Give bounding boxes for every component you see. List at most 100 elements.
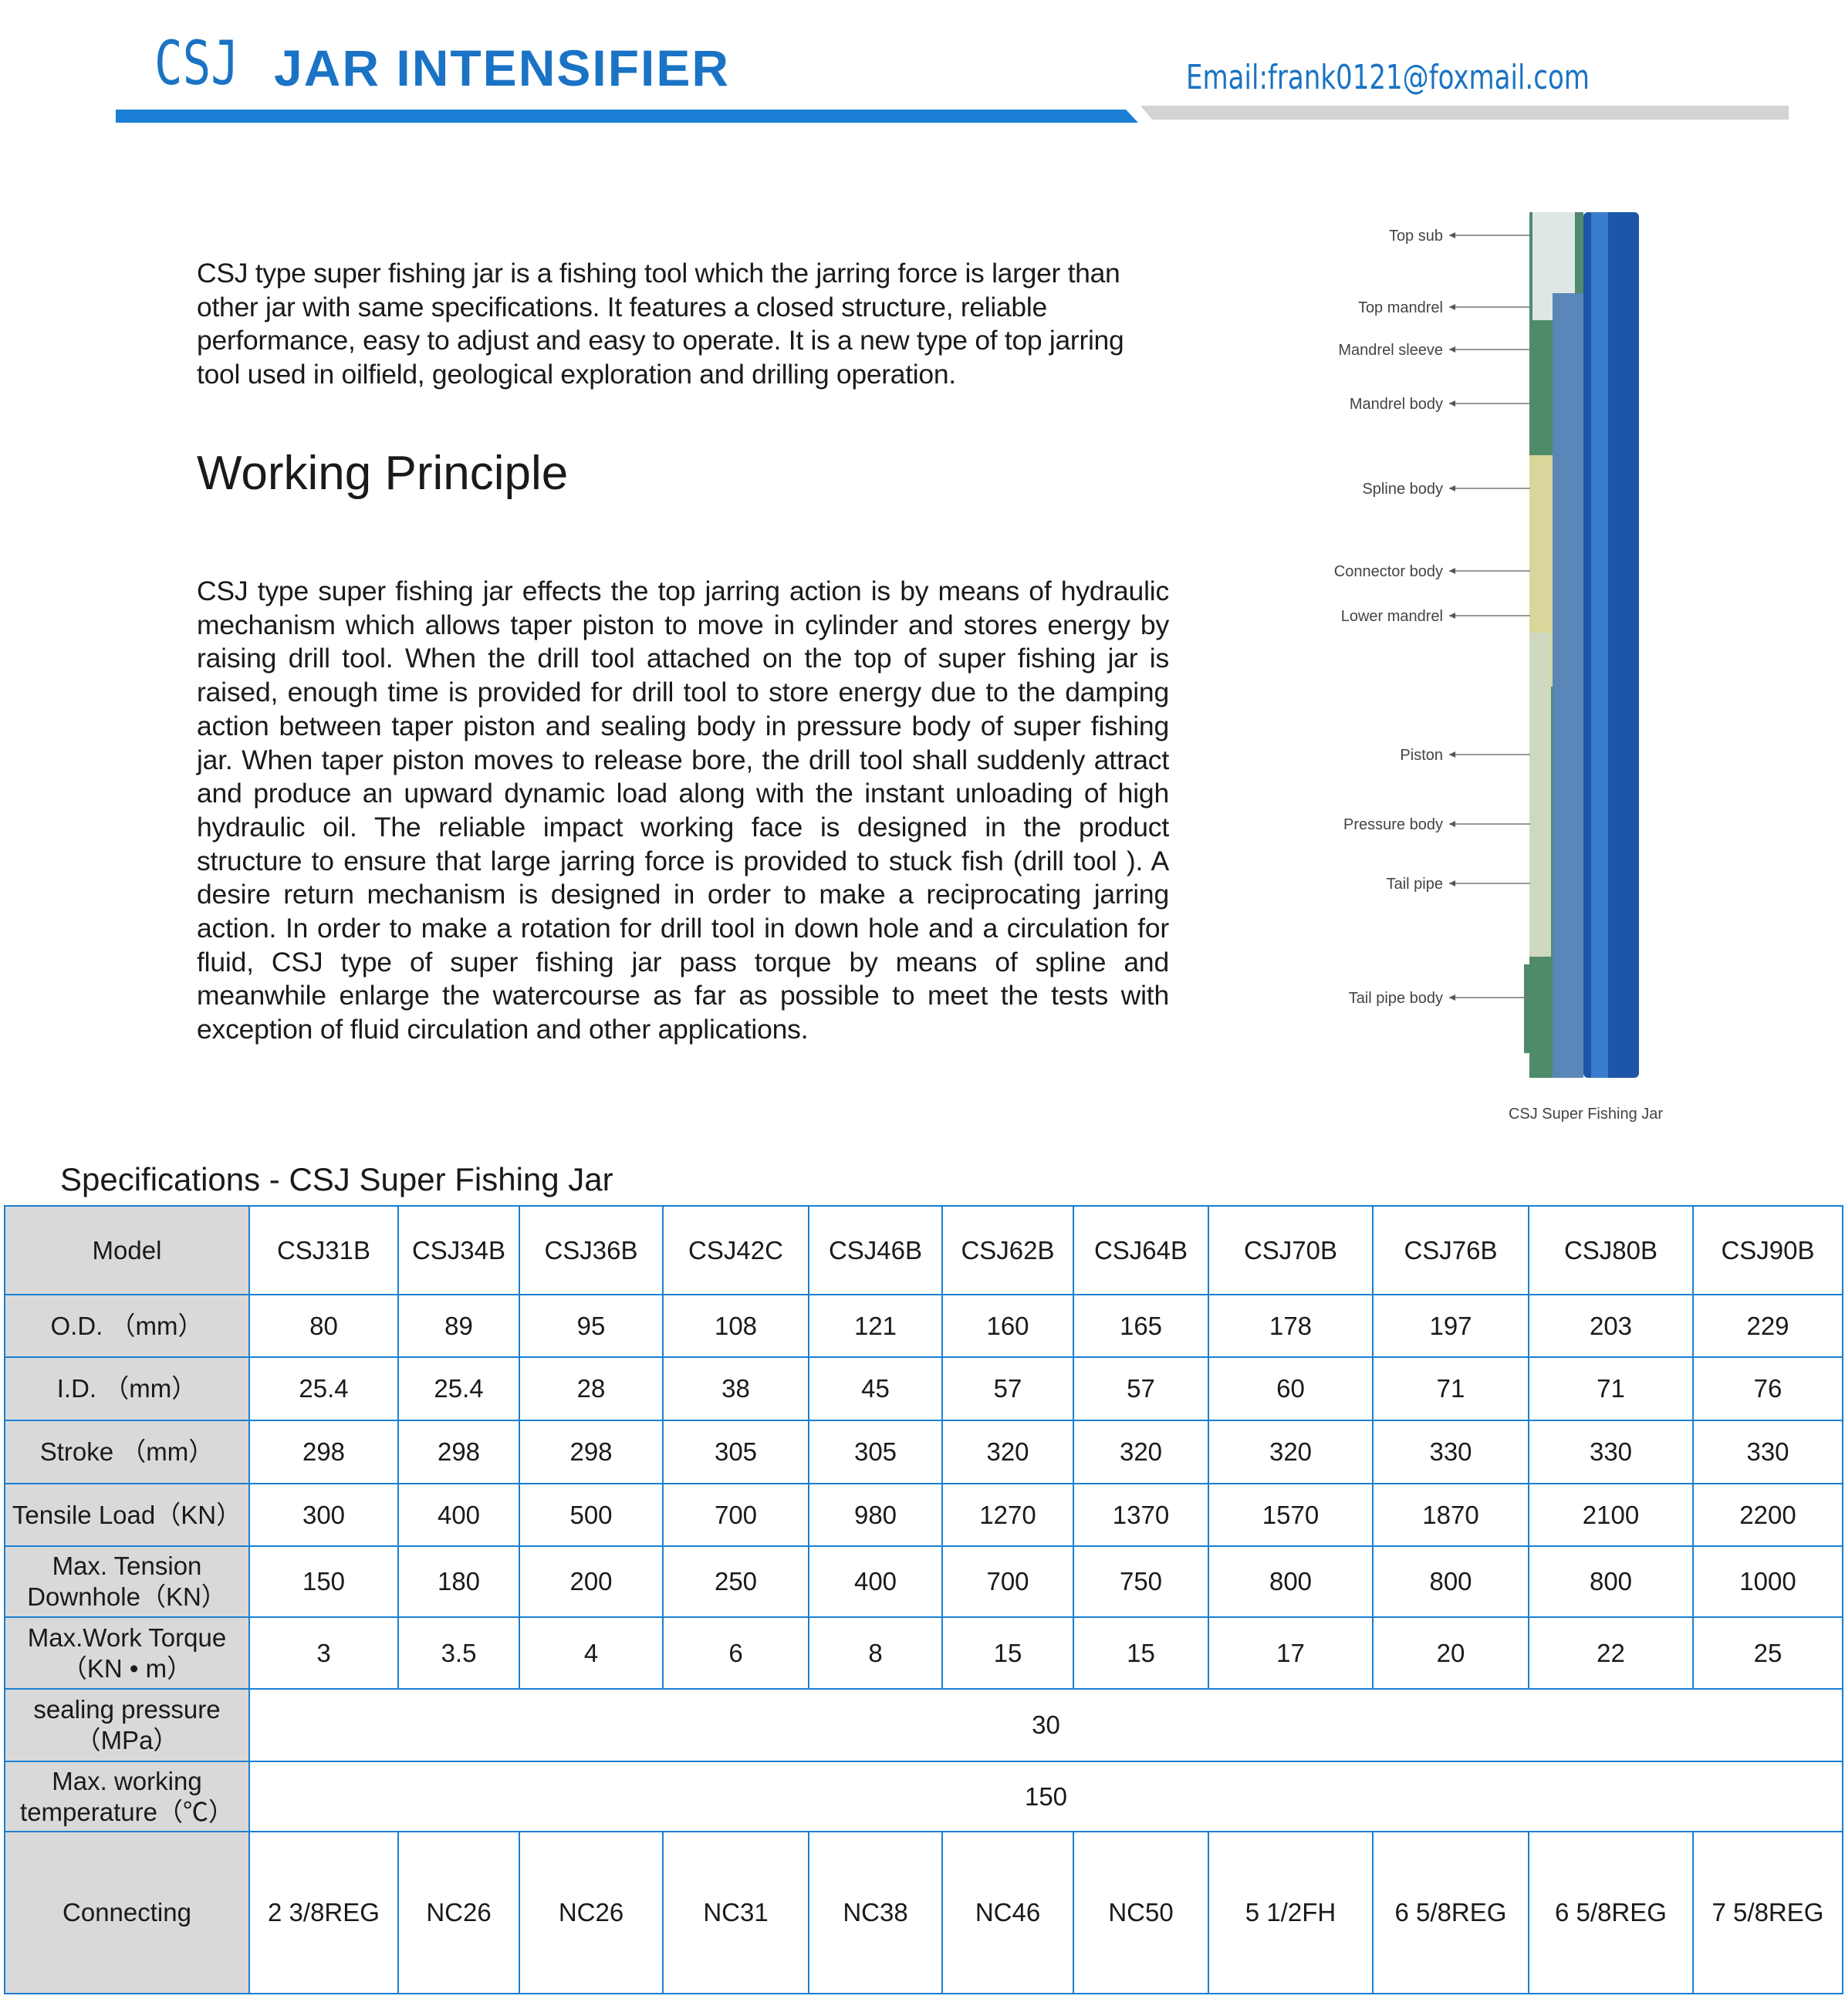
table-row: Max. working temperature（℃） 150	[4, 1761, 1843, 1832]
cell: 160	[941, 1294, 1074, 1358]
cell: 45	[808, 1356, 943, 1421]
header-bar	[116, 110, 1138, 123]
cell: CSJ42C	[662, 1205, 809, 1295]
cell: CSJ80B	[1528, 1205, 1694, 1295]
cell: 330	[1692, 1420, 1843, 1484]
cell: 28	[519, 1356, 664, 1421]
cell: 3.5	[397, 1616, 520, 1690]
arrow	[1449, 751, 1455, 758]
table-row: I.D. （mm） 25.4 25.4 28 38 45 57 57 60 71 71 76	[4, 1356, 1843, 1421]
table-row: Connecting 2 3/8REG NC26 NC26 NC31 NC38 NC46 NC…	[4, 1831, 1843, 1994]
cell: 17	[1208, 1616, 1374, 1690]
table-row: Max. Tension Downhole（KN） 150 180 200 250 400…	[4, 1545, 1843, 1618]
cell: 178	[1208, 1294, 1374, 1358]
part-label: Connector body	[1334, 563, 1443, 580]
cell: NC50	[1073, 1831, 1209, 1994]
email: Email:frank0121@foxmail.com	[1186, 58, 1590, 97]
cell: 150	[248, 1545, 399, 1618]
cell: 5 1/2FH	[1208, 1831, 1374, 1994]
cell: 180	[397, 1545, 520, 1618]
cell: 1000	[1692, 1545, 1843, 1618]
cell: CSJ90B	[1692, 1205, 1843, 1295]
cell: 298	[248, 1420, 399, 1484]
jar-diagram: Top sub Top mandrel Mandrel sleeve Mandrel …	[1334, 212, 1663, 1123]
header-bar	[1140, 106, 1789, 120]
part-label: Tail pipe body	[1349, 990, 1443, 1007]
arrow	[1449, 880, 1455, 886]
cell: 305	[808, 1420, 943, 1484]
principle-text: CSJ type super fishing jar effects the t…	[197, 576, 1169, 1045]
part-label: Tail pipe	[1387, 876, 1443, 893]
row-label: I.D. （mm）	[4, 1356, 250, 1421]
arrow	[1449, 304, 1455, 310]
cell: 80	[248, 1294, 399, 1358]
row-label: Connecting	[4, 1831, 250, 1994]
cell: 800	[1208, 1545, 1374, 1618]
arrow	[1449, 346, 1455, 353]
table-row: Max.Work Torque（KN • m） 3 3.5 4 6 8 15 15 17 20 22…	[4, 1616, 1843, 1690]
table-row: Model CSJ31B CSJ34B CSJ36B CSJ42C CSJ46B CSJ62…	[4, 1205, 1843, 1295]
part-label: Lower mandrel	[1341, 608, 1443, 625]
table-row: sealing pressure（MPa） 30	[4, 1688, 1843, 1762]
cell: 200	[519, 1545, 664, 1618]
row-label: Stroke （mm）	[4, 1420, 250, 1484]
caption: CSJ Super Fishing Jar	[1509, 1106, 1663, 1123]
cell: 121	[808, 1294, 943, 1358]
row-label: Model	[4, 1205, 250, 1295]
cell: 400	[397, 1483, 520, 1547]
cell: 57	[1073, 1356, 1209, 1421]
cell: 71	[1528, 1356, 1694, 1421]
cell: 6	[662, 1616, 809, 1690]
cell: CSJ62B	[941, 1205, 1074, 1295]
cell: 165	[1073, 1294, 1209, 1358]
mandrel	[1553, 293, 1583, 1078]
arrow	[1449, 568, 1455, 574]
cell: 60	[1208, 1356, 1374, 1421]
table-row: Tensile Load（KN） 300 400 500 700 980 1270 1370 1…	[4, 1483, 1843, 1547]
arrow	[1449, 485, 1455, 491]
row-label: Max.Work Torque（KN • m）	[4, 1616, 250, 1690]
cell: 150	[248, 1761, 1843, 1832]
cell: 298	[397, 1420, 520, 1484]
arrow	[1449, 232, 1455, 238]
part-label: Top sub	[1389, 228, 1443, 245]
cell: 4	[519, 1616, 664, 1690]
part-label: Top mandrel	[1358, 299, 1443, 316]
cell: 980	[808, 1483, 943, 1547]
cell: 6 5/8REG	[1372, 1831, 1529, 1994]
table-row: Stroke （mm） 298 298 298 305 305 320 320 320 330 33…	[4, 1420, 1843, 1484]
cell: NC26	[397, 1831, 520, 1994]
cell: 6 5/8REG	[1528, 1831, 1694, 1994]
cell: NC31	[662, 1831, 809, 1994]
intro-text: CSJ type super fishing jar is a fishing …	[197, 258, 1124, 390]
part-label: Pressure body	[1343, 816, 1443, 833]
cell: 20	[1372, 1616, 1529, 1690]
cell: 25.4	[248, 1356, 399, 1421]
section-heading: Working Principle	[197, 447, 569, 500]
cell: 57	[941, 1356, 1074, 1421]
cell: 800	[1528, 1545, 1694, 1618]
cell: 1370	[1073, 1483, 1209, 1547]
arrow	[1449, 821, 1455, 827]
cell: 2100	[1528, 1483, 1694, 1547]
cell: 500	[519, 1483, 664, 1547]
cell: 7 5/8REG	[1692, 1831, 1843, 1994]
cell: 8	[808, 1616, 943, 1690]
cell: CSJ34B	[397, 1205, 520, 1295]
cell: 197	[1372, 1294, 1529, 1358]
cell: 22	[1528, 1616, 1694, 1690]
cell: CSJ46B	[808, 1205, 943, 1295]
cell: 320	[1208, 1420, 1374, 1484]
cell: 108	[662, 1294, 809, 1358]
cell: 298	[519, 1420, 664, 1484]
cell: CSJ64B	[1073, 1205, 1209, 1295]
part-label: Spline body	[1362, 481, 1443, 498]
cell: 89	[397, 1294, 520, 1358]
cell: 25	[1692, 1616, 1843, 1690]
cell: 305	[662, 1420, 809, 1484]
cell: 1570	[1208, 1483, 1374, 1547]
cell: 2200	[1692, 1483, 1843, 1547]
part-label: Piston	[1400, 747, 1443, 764]
cell: 15	[1073, 1616, 1209, 1690]
row-label: Max. working temperature（℃）	[4, 1761, 250, 1832]
